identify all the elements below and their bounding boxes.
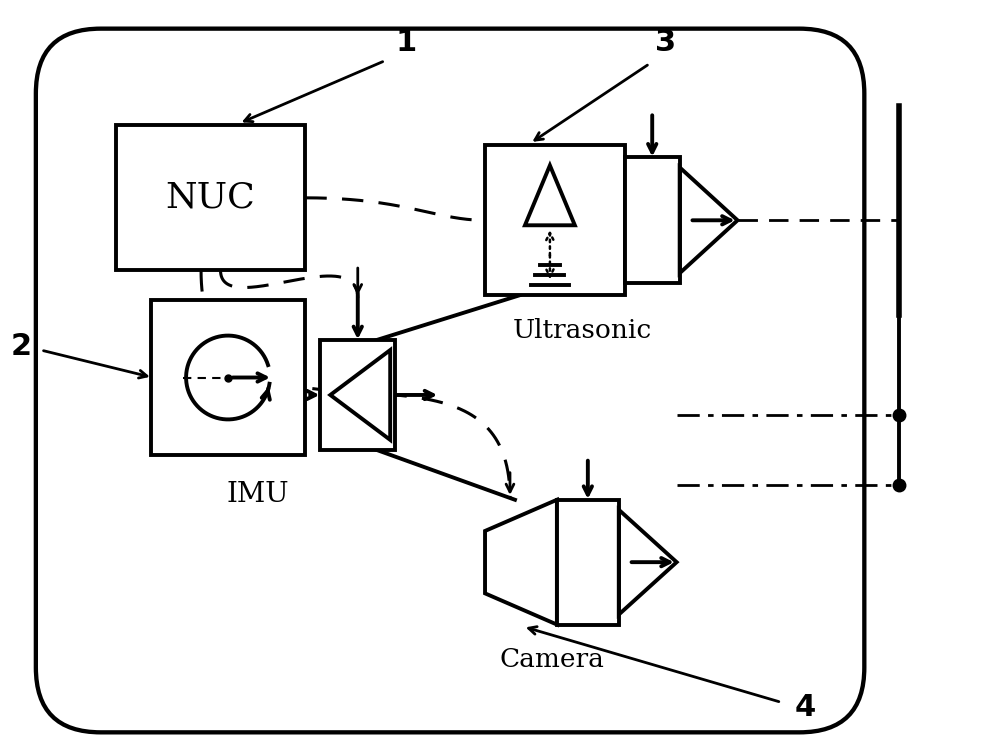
Text: NUC: NUC [166,181,255,215]
Text: 1: 1 [395,28,416,57]
Bar [151,300,305,455]
FancyBboxPatch shape [36,29,864,732]
Text: 4: 4 [794,693,816,723]
Text: IMU: IMU [227,481,289,508]
Text: 2: 2 [11,332,32,361]
Bar [320,340,395,450]
Bar [557,500,619,624]
Bar [625,157,680,283]
Text: Ultrasonic: Ultrasonic [513,318,652,343]
Bar [116,125,305,270]
Text: 3: 3 [655,28,676,57]
Text: Camera: Camera [499,647,604,672]
Bar [485,146,625,295]
